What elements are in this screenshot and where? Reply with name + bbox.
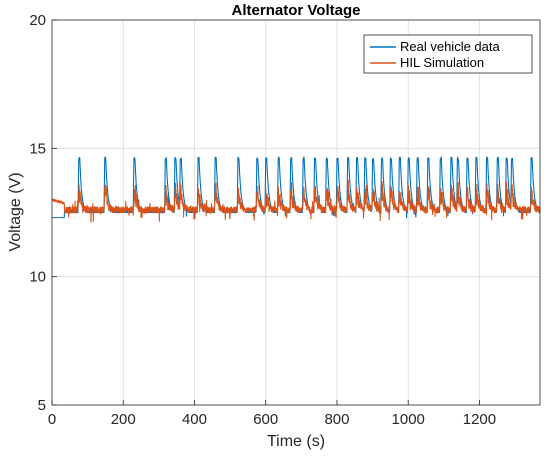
legend-label-real-vehicle-data: Real vehicle data	[400, 39, 500, 54]
series-line-hil-simulation	[51, 179, 541, 223]
plot-border	[51, 19, 541, 406]
ticks: 0 200 400 600 800 1000 1200 5 10 15 20	[29, 12, 496, 428]
legend-label-hil-simulation: HIL Simulation	[400, 55, 484, 70]
x-axis-label: Time (s)	[267, 433, 325, 450]
x-tick-label: 600	[253, 411, 278, 428]
y-axis-label: Voltage (V)	[7, 172, 24, 251]
legend: Real vehicle data HIL Simulation	[363, 34, 533, 74]
y-tick-label: 20	[29, 12, 46, 29]
x-tick-label: 1200	[463, 411, 496, 428]
legend-box	[363, 34, 533, 74]
y-tick-label: 15	[29, 140, 46, 157]
x-tick-label: 200	[111, 411, 136, 428]
y-tick-label: 10	[29, 269, 46, 286]
x-tick-label: 1000	[392, 411, 425, 428]
y-tick-label: 5	[38, 397, 46, 414]
chart-title: Alternator Voltage	[232, 2, 361, 19]
grid	[52, 20, 540, 405]
x-tick-label: 800	[324, 411, 349, 428]
series-layer	[51, 156, 541, 223]
x-tick-label: 0	[48, 411, 56, 428]
x-tick-label: 400	[182, 411, 207, 428]
